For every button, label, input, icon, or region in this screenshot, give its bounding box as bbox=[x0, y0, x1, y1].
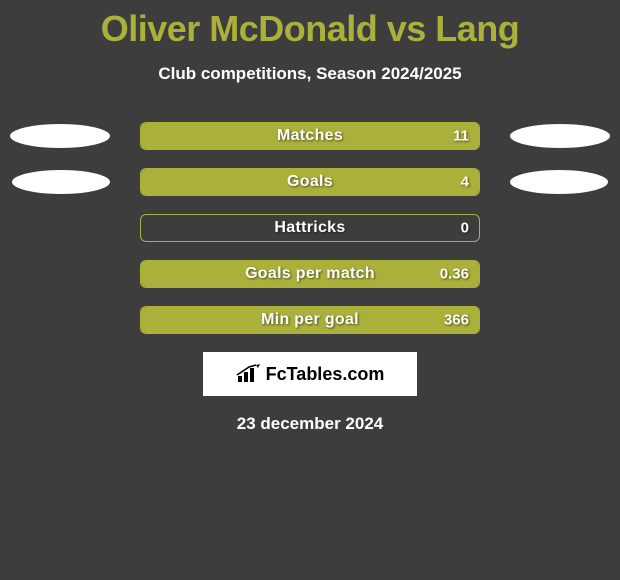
logo-text: FcTables.com bbox=[266, 364, 385, 385]
date-text: 23 december 2024 bbox=[0, 414, 620, 434]
subtitle: Club competitions, Season 2024/2025 bbox=[0, 64, 620, 84]
stat-label: Min per goal bbox=[141, 311, 479, 329]
player-ellipse-right bbox=[510, 124, 610, 148]
player-ellipse-left bbox=[12, 170, 110, 194]
player-ellipse-left bbox=[10, 124, 110, 148]
logo: FcTables.com bbox=[236, 364, 385, 385]
stat-value: 4 bbox=[461, 174, 469, 191]
stat-value: 0 bbox=[461, 220, 469, 237]
stat-bar: Goals per match 0.36 bbox=[140, 260, 480, 288]
stat-bar: Matches 11 bbox=[140, 122, 480, 150]
player-ellipse-right bbox=[510, 170, 608, 194]
stat-row: Goals per match 0.36 bbox=[0, 260, 620, 288]
stat-bar: Hattricks 0 bbox=[140, 214, 480, 242]
stat-bar: Min per goal 366 bbox=[140, 306, 480, 334]
stat-label: Goals bbox=[141, 173, 479, 191]
stat-value: 11 bbox=[453, 128, 469, 145]
stat-bar: Goals 4 bbox=[140, 168, 480, 196]
stats-area: Matches 11 Goals 4 Hattricks 0 Goals per… bbox=[0, 122, 620, 334]
stat-label: Goals per match bbox=[141, 265, 479, 283]
stat-row: Hattricks 0 bbox=[0, 214, 620, 242]
stat-label: Matches bbox=[141, 127, 479, 145]
stat-value: 0.36 bbox=[440, 266, 469, 283]
bar-chart-icon bbox=[236, 364, 262, 384]
page-title: Oliver McDonald vs Lang bbox=[0, 0, 620, 50]
stat-row: Min per goal 366 bbox=[0, 306, 620, 334]
logo-box[interactable]: FcTables.com bbox=[203, 352, 417, 396]
stat-row: Matches 11 bbox=[0, 122, 620, 150]
stat-label: Hattricks bbox=[141, 219, 479, 237]
stat-value: 366 bbox=[444, 312, 469, 329]
stat-row: Goals 4 bbox=[0, 168, 620, 196]
